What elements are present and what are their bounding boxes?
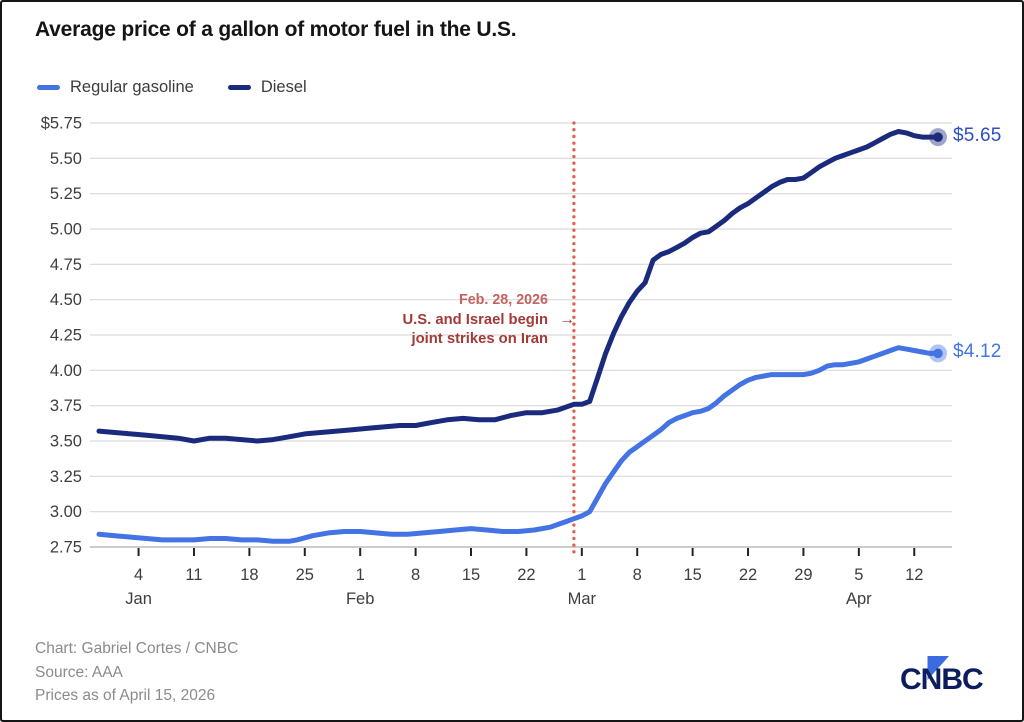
y-axis-tick-label: 5.00 <box>50 221 82 239</box>
event-annotation-line2-text: U.S. and Israel begin <box>402 311 548 328</box>
y-axis-tick-label: 4.50 <box>50 291 82 309</box>
x-axis-tick-label: 1 <box>356 566 365 584</box>
x-axis-tick-label: 15 <box>683 566 701 584</box>
y-axis-tick-label: 4.00 <box>50 362 82 380</box>
x-axis-month-label: Mar <box>568 590 597 608</box>
cnbc-logo: CNBC <box>900 656 984 694</box>
y-axis-tick-label: 5.25 <box>50 185 82 203</box>
x-axis-tick-label: 1 <box>577 566 586 584</box>
y-axis-tick-label: 3.25 <box>50 468 82 486</box>
event-annotation-line3: joint strikes on Iran <box>411 331 549 347</box>
diesel-end-dot <box>933 132 943 142</box>
x-axis-tick-label: 22 <box>739 566 757 584</box>
cnbc-peacock-triangle-icon <box>927 656 949 680</box>
x-axis-tick-label: 15 <box>462 566 480 584</box>
regular-gasoline-end-value-label: $4.12 <box>953 341 1002 363</box>
credit-line: Chart: Gabriel Cortes / CNBC <box>35 640 239 657</box>
x-axis-tick-label: 11 <box>185 566 202 584</box>
x-axis-tick-label: 5 <box>854 566 863 584</box>
x-axis-month-label: Apr <box>846 590 872 608</box>
source-line: Source: AAA <box>35 663 123 681</box>
x-axis-tick-label: 8 <box>633 566 642 584</box>
x-axis-month-label: Jan <box>125 590 152 608</box>
y-axis-tick-label: 3.00 <box>50 503 82 521</box>
y-axis-tick-label: 2.75 <box>50 539 82 557</box>
legend-item-regular-gasoline: Regular gasoline <box>37 78 194 97</box>
gasoline-line-swatch-icon <box>37 85 60 90</box>
y-axis-tick-label: $5.75 <box>41 115 82 133</box>
x-axis-month-label: Feb <box>346 590 374 608</box>
x-axis-tick-label: 25 <box>296 566 314 584</box>
y-axis-tick-label: 4.25 <box>50 327 82 345</box>
legend-label-diesel: Diesel <box>260 78 307 96</box>
x-axis-tick-label: 29 <box>794 566 812 584</box>
x-axis-tick-label: 8 <box>411 566 420 584</box>
cnbc-logo-text: CNBC <box>900 663 983 694</box>
chart-footer: Chart: Gabriel Cortes / CNBC Source: AAA… <box>35 637 238 708</box>
y-axis-tick-label: 3.75 <box>50 397 82 415</box>
legend-item-diesel: Diesel <box>227 78 307 97</box>
line-chart-plot: $5.75 5.50 5.25 5.00 4.75 4.50 4.25 4.00 3.75 3.5… <box>41 115 952 608</box>
event-annotation: Feb. 28, 2026 U.S. and Israel begin → jo… <box>2 291 575 350</box>
x-axis-tick-label: 4 <box>134 566 143 584</box>
chart-legend: Regular gasoline Diesel <box>37 78 307 97</box>
as-of-line: Prices as of April 15, 2026 <box>35 687 216 704</box>
event-annotation-date: Feb. 28, 2026 <box>458 292 548 308</box>
regular-gasoline-line <box>96 345 941 544</box>
y-axis-tick-label: 4.75 <box>50 256 82 274</box>
page-title: Average price of a gallon of motor fuel … <box>35 18 517 41</box>
x-axis-tick-label: 12 <box>905 566 923 584</box>
y-axis-tick-label: 3.50 <box>50 433 82 451</box>
diesel-end-value-label: $5.65 <box>953 125 1002 147</box>
diesel-line-swatch-icon <box>227 85 251 90</box>
legend-label-regular-gasoline: Regular gasoline <box>70 78 194 96</box>
x-axis-tick-label: 22 <box>517 566 535 584</box>
y-axis-tick-label: 5.50 <box>50 150 82 168</box>
diesel-line <box>96 129 941 444</box>
arrow-right-icon: → <box>559 310 575 328</box>
regular-gasoline-end-dot <box>933 348 943 359</box>
x-axis-tick-label: 18 <box>240 566 258 584</box>
event-annotation-line2: U.S. and Israel begin → <box>2 311 575 331</box>
